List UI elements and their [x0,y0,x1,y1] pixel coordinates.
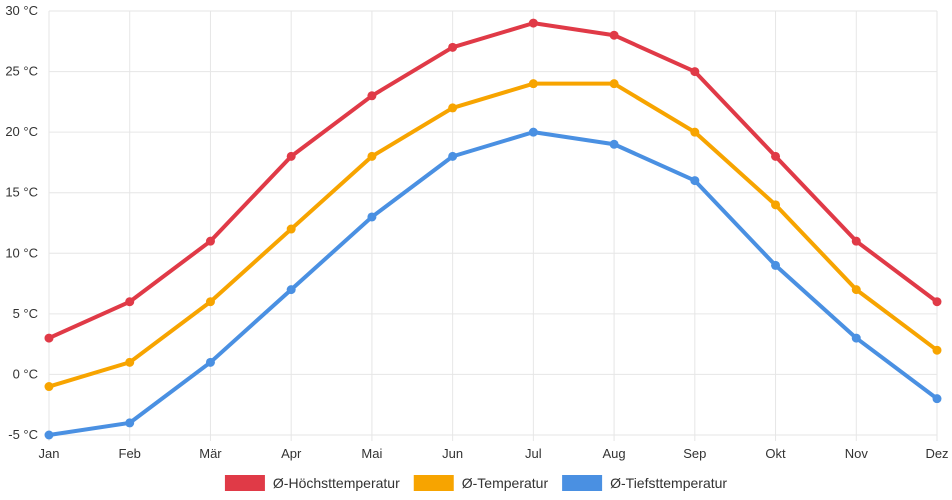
series-1-point [367,91,377,101]
series-2-point [932,345,942,355]
series-3-point [851,333,861,343]
legend-swatch-2[interactable] [413,475,454,491]
legend-swatch-3[interactable] [562,475,603,491]
series-1-point [44,333,54,343]
series-3-point [528,127,538,137]
series-1-point [448,42,458,52]
series-2-point [448,103,458,113]
series-1-point [205,236,215,246]
series-3-point [771,260,781,270]
y-tick-label: 15 °C [5,185,38,200]
y-tick-label: 30 °C [5,3,38,18]
series-1-point [286,151,296,161]
legend-label-3[interactable]: Ø-Tiefsttemperatur [610,475,727,491]
series-2-point [851,285,861,295]
series-3-point [448,151,458,161]
legend-label-2[interactable]: Ø-Temperatur [462,475,549,491]
series-line-3 [47,130,939,437]
y-tick-label: 20 °C [5,124,38,139]
legend-swatch-1[interactable] [224,475,265,491]
x-tick-label: Aug [603,446,626,461]
series-2-point [771,200,781,210]
series-3-point [932,394,942,404]
x-tick-label: Jan [39,446,60,461]
x-tick-label: Apr [281,446,302,461]
series-3-point [125,418,135,428]
series-2-point [44,382,54,392]
y-tick-label: 5 °C [13,306,38,321]
series-1-point [528,18,538,28]
series-2-point [286,224,296,234]
series-2-point [528,79,538,89]
x-tick-label: Jun [442,446,463,461]
x-tick-label: Dez [925,446,948,461]
x-tick-label: Mär [199,446,222,461]
series-3-point [205,357,215,367]
x-tick-label: Sep [683,446,706,461]
series-1-point [609,30,619,40]
x-tick-label: Jul [525,446,542,461]
y-tick-label: 25 °C [5,64,38,79]
series-1-point [690,67,700,77]
y-tick-label: 10 °C [5,245,38,260]
x-tick-label: Feb [119,446,141,461]
series-2-point [205,297,215,307]
legend-label-1[interactable]: Ø-Höchsttemperatur [273,475,400,491]
series-line-2 [47,81,939,389]
series-1-point [932,297,942,307]
series-2-point [609,79,619,89]
series-3-point [609,139,619,149]
series-2-point [367,151,377,161]
x-tick-label: Nov [845,446,869,461]
series-3-point [286,285,296,295]
series-1-point [851,236,861,246]
series-2-point [125,357,135,367]
series-3-point [690,176,700,186]
series-line-1 [47,21,939,341]
series-3-point [367,212,377,222]
series-1-point [771,151,781,161]
y-tick-label: -5 °C [8,427,38,442]
series-3-point [44,430,54,440]
x-tick-label: Mai [361,446,382,461]
series-1-point [125,297,135,307]
x-tick-label: Okt [765,446,786,461]
y-tick-label: 0 °C [13,366,38,381]
series-2-point [690,127,700,137]
